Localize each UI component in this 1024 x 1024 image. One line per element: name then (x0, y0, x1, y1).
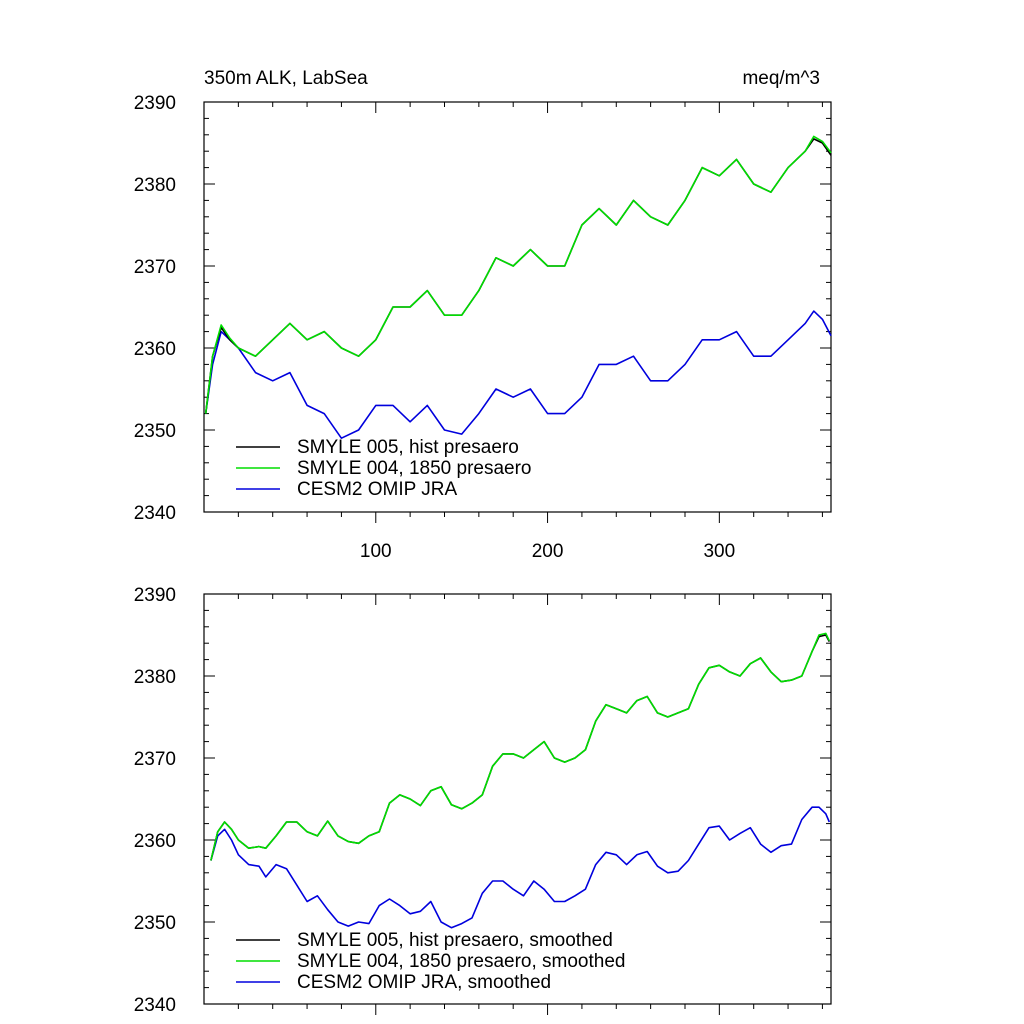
y-tick-label: 2390 (134, 93, 176, 114)
top-panel-units: meq/m^3 (742, 68, 820, 89)
series-line-1 (210, 632, 831, 861)
y-tick-label: 2360 (134, 339, 176, 360)
y-tick-label: 2370 (134, 749, 176, 770)
legend-label-1: SMYLE 004, 1850 presaero (297, 458, 532, 479)
legend-label-0: SMYLE 005, hist presaero, smoothed (297, 930, 613, 951)
bottom-plot-frame (203, 593, 832, 1005)
bottom-panel: 2340 2350 2360 2370 2380 2390 SMYLE 005, hist… (134, 585, 832, 1016)
top-panel-title: 350m ALK, LabSea (204, 68, 368, 89)
y-tick-label: 2350 (134, 421, 176, 442)
x-tick-label: 200 (532, 541, 564, 562)
legend-label-2: CESM2 OMIP JRA, smoothed (297, 972, 551, 993)
bottom-panel-ticks: 2340 2350 2360 2370 2380 2390 (134, 585, 831, 1016)
top-plot-frame (203, 101, 832, 513)
series-line-1 (204, 135, 832, 414)
top-panel-series (204, 135, 832, 440)
series-line-0 (210, 634, 831, 861)
bottom-panel-series (210, 632, 831, 929)
y-tick-label: 2370 (134, 257, 176, 278)
y-tick-label: 2380 (134, 667, 176, 688)
legend-label-0: SMYLE 005, hist presaero (297, 437, 519, 458)
y-tick-label: 2360 (134, 831, 176, 852)
legend-label-2: CESM2 OMIP JRA (297, 479, 457, 500)
series-line-2 (204, 310, 832, 440)
y-tick-label: 2340 (134, 995, 176, 1016)
legend-label-1: SMYLE 004, 1850 presaero, smoothed (297, 951, 625, 972)
series-line-0 (204, 138, 832, 414)
series-line-2 (210, 806, 831, 929)
top-panel: 350m ALK, LabSea meq/m^3 2340 2350 2360 237… (134, 68, 832, 562)
y-tick-label: 2390 (134, 585, 176, 606)
y-tick-label: 2340 (134, 503, 176, 524)
top-panel-ticks: 2340 2350 2360 2370 2380 2390 100 200 300 (134, 93, 831, 562)
x-tick-label: 300 (703, 541, 735, 562)
x-tick-label: 100 (360, 541, 392, 562)
y-tick-label: 2380 (134, 175, 176, 196)
bottom-panel-legend: SMYLE 005, hist presaero, smoothedSMYLE … (236, 930, 625, 993)
y-tick-label: 2350 (134, 913, 176, 934)
